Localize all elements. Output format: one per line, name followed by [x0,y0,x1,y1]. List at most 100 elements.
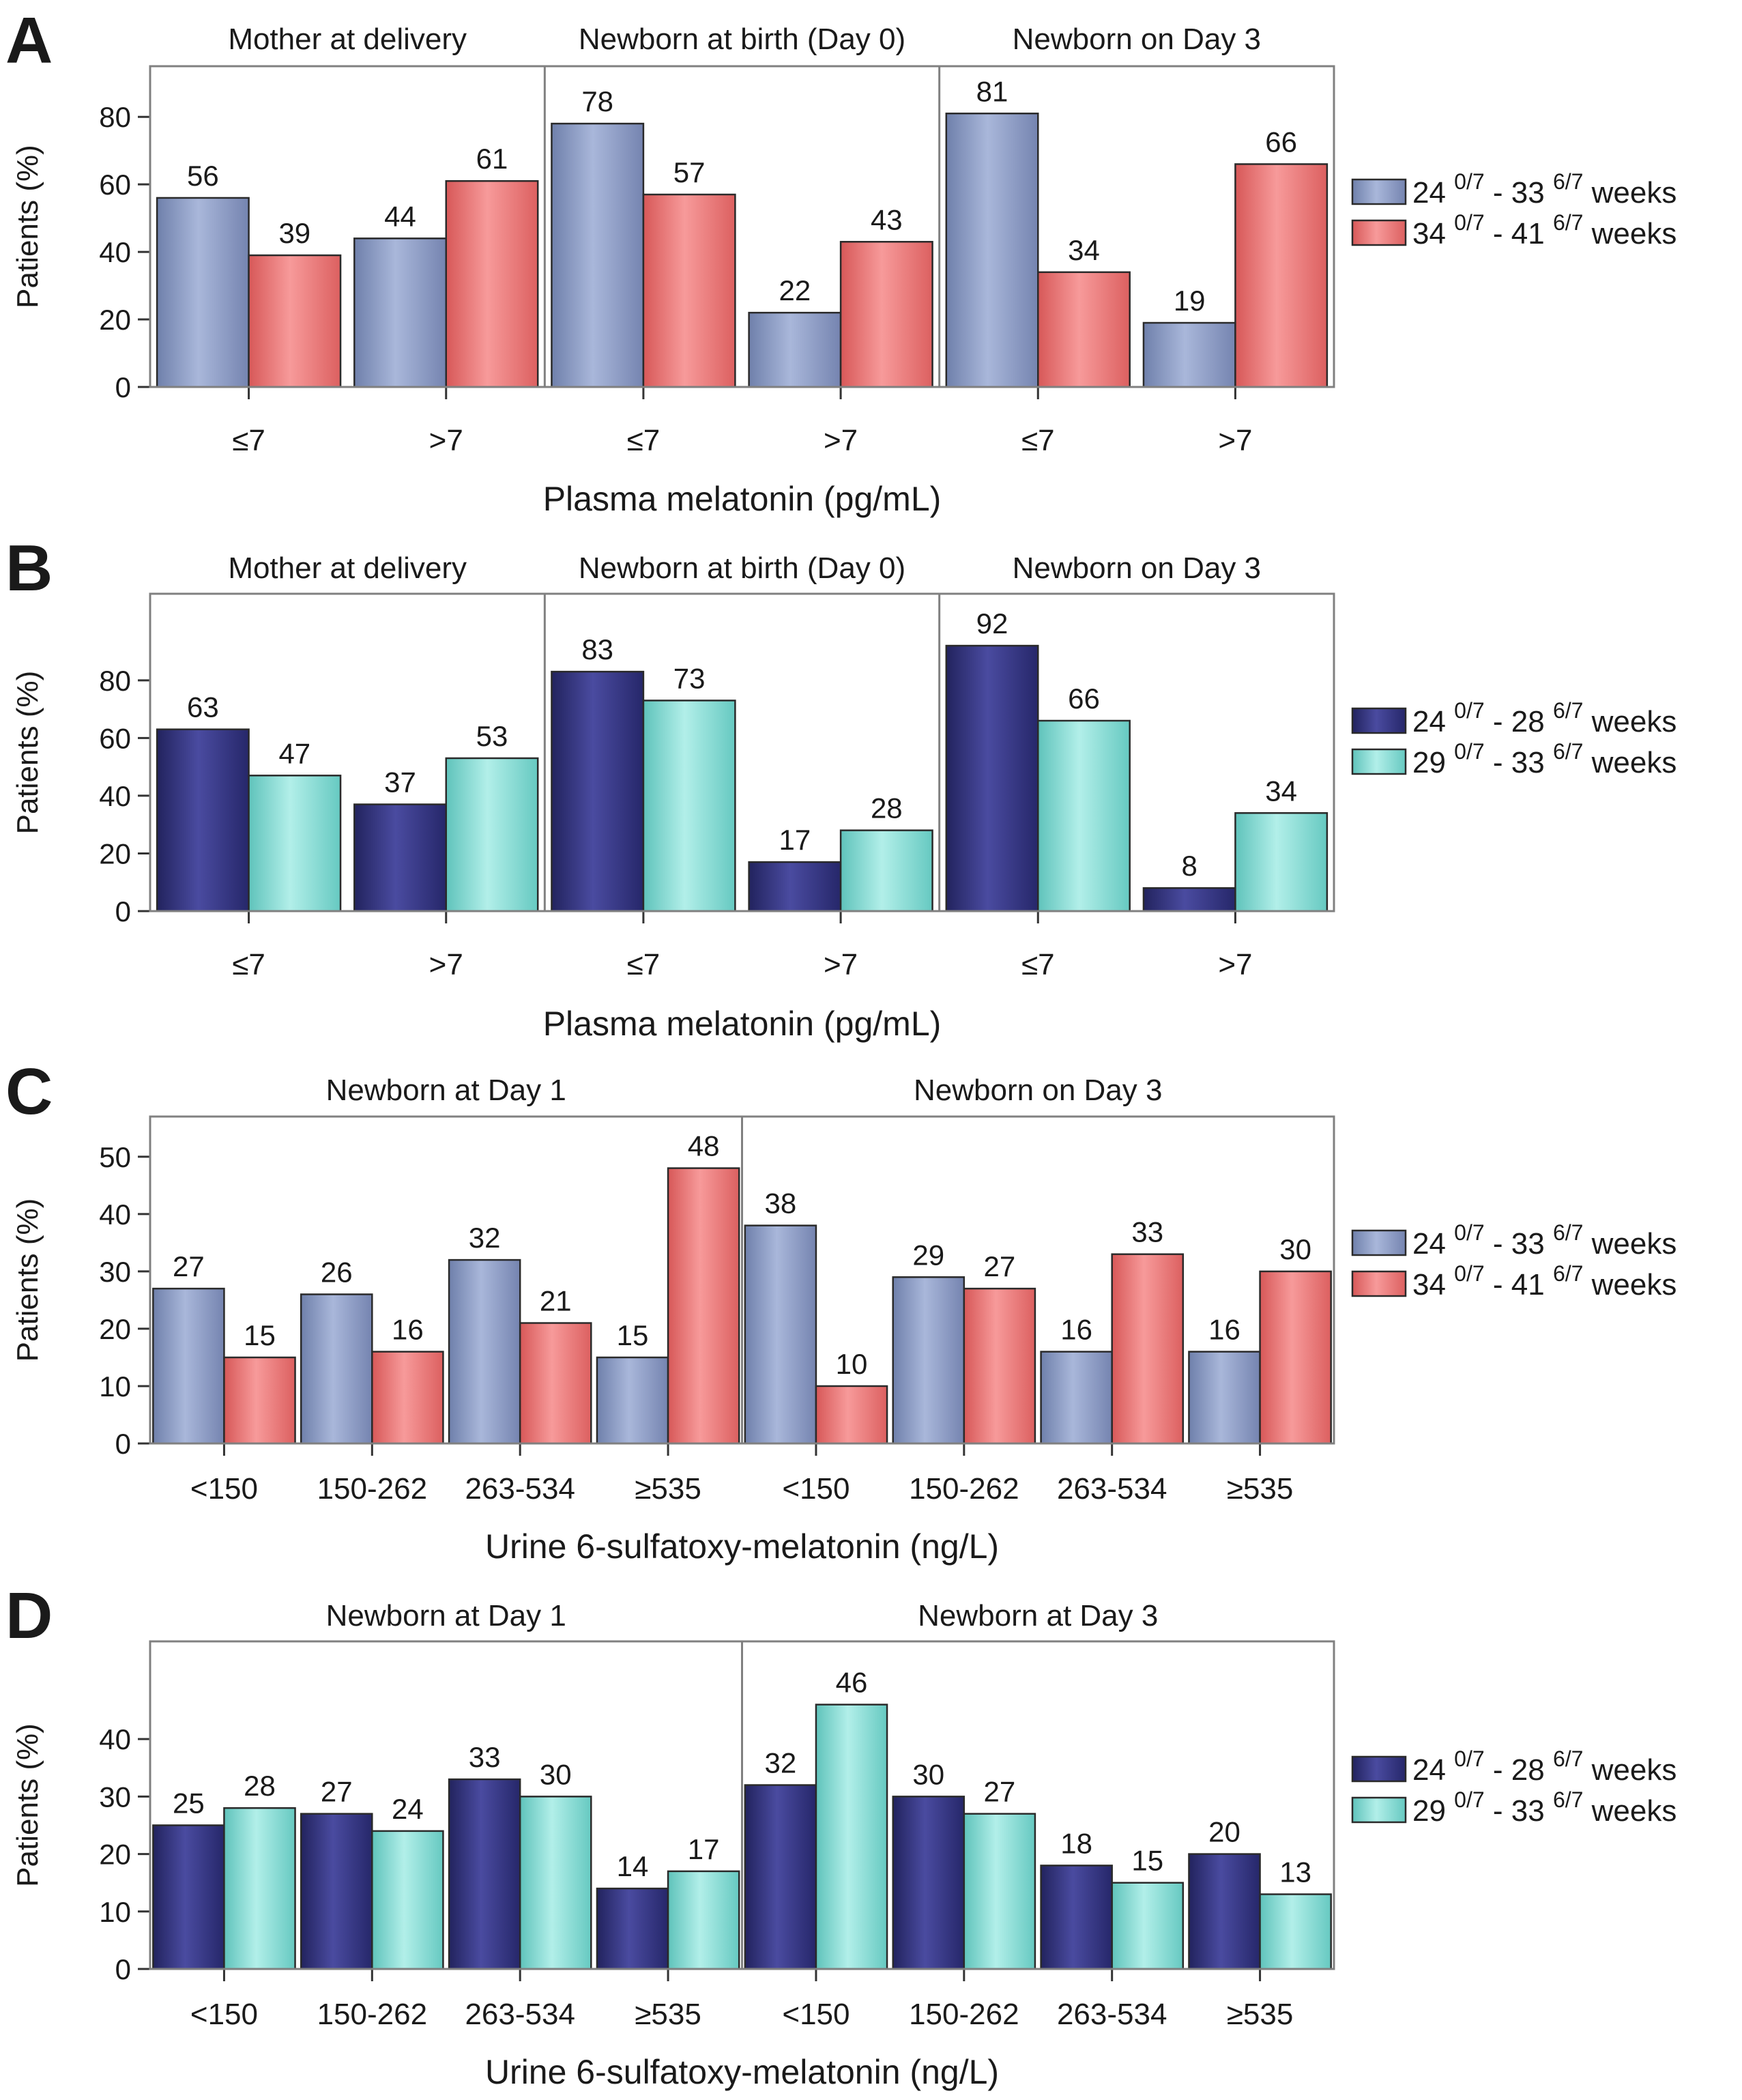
data-label: 27 [173,1250,205,1282]
facet-title: Newborn on Day 3 [1013,23,1261,56]
bar-series-1 [1188,1351,1261,1445]
x-tick-label: 150-262 [909,1998,1019,2031]
y-tick-label: 60 [99,169,131,201]
bar-series-1 [353,238,447,388]
bar-series-2 [1037,719,1131,912]
bar-series-1 [156,197,250,388]
x-tick-label: 150-262 [317,1998,427,2031]
bar-series-2 [371,1830,444,1970]
bar-series-1 [744,1224,817,1445]
bar-series-2 [667,1167,740,1445]
data-label: 20 [1208,1816,1240,1848]
bar-series-1 [300,1293,373,1445]
bar-series-1 [448,1258,521,1445]
bar-series-1 [353,803,447,912]
x-tick-label: ≥535 [1227,1472,1294,1506]
x-tick-label: ≥535 [635,1472,701,1506]
data-label: 21 [540,1285,572,1317]
facet-title: Newborn at Day 1 [326,1074,566,1107]
x-tick-label: 263-534 [465,1998,575,2031]
data-label: 81 [976,75,1008,107]
y-tick-label: 20 [99,1313,131,1345]
y-tick-label: 10 [99,1896,131,1928]
data-label: 30 [1279,1233,1311,1265]
facet-1: Mother at delivery ≤7 63 47 >7 37 53 [156,551,539,981]
plot-frame [149,592,1335,912]
bar-series-1 [945,644,1039,912]
y-tick-label: 20 [99,837,131,869]
x-tick-label: ≤7 [627,948,660,981]
data-label: 53 [476,720,508,752]
bar-series-2 [248,775,342,912]
data-label: 32 [765,1747,797,1779]
data-label: 46 [836,1667,868,1699]
x-tick-label: >7 [1218,948,1252,981]
data-label: 28 [871,792,903,824]
bar-series-2 [519,1322,592,1445]
y-tick-label: 0 [115,895,131,927]
y-axis-title: Patients (%) [11,1723,44,1887]
data-label: 27 [984,1776,1016,1808]
data-label: 8 [1182,850,1197,882]
facet-title: Newborn at Day 1 [326,1599,566,1632]
data-label: 19 [1174,285,1206,317]
panel-D: D Patients (%) 0 10 20 30 40 Urine 6-sulfatoxy-… [5,1579,1676,2091]
data-label: 22 [779,274,811,306]
legend-swatch [1351,707,1407,734]
x-tick-label: <150 [782,1998,850,2031]
y-tick-label: 40 [99,1198,131,1231]
data-label: 73 [673,662,706,694]
y-tick-label: 0 [115,1953,131,1985]
facet-1: Newborn at Day 1 <150 25 28 150-262 27 24 263-5… [152,1599,740,2031]
data-label: 29 [912,1239,944,1271]
plot-frame [149,1115,1335,1445]
data-label: 26 [321,1256,353,1289]
x-tick-label: ≥535 [1227,1998,1294,2031]
y-tick-label: 0 [115,1428,131,1460]
panel-letter: C [5,1055,53,1128]
legend-swatch [1351,178,1407,205]
bar-series-1 [596,1887,669,1970]
bar-series-2 [642,193,736,388]
bar-series-1 [448,1778,521,1970]
bar-series-2 [371,1351,444,1445]
facet-title: Newborn at Day 3 [918,1599,1158,1632]
legend-swatch [1351,1796,1407,1824]
facet-title: Newborn on Day 3 [914,1074,1162,1107]
facet-2: Newborn at birth (Day 0) ≤7 78 57 >7 22 43 [551,23,933,457]
data-label: 25 [173,1787,205,1819]
plot-frame [149,1640,1335,1970]
x-tick-label: 150-262 [909,1472,1019,1506]
data-label: 30 [540,1758,572,1790]
panel-letter: D [5,1579,53,1652]
bar-series-1 [152,1824,225,1970]
bar-series-2 [445,757,539,912]
data-label: 33 [469,1741,501,1773]
data-label: 78 [581,85,613,117]
data-label: 32 [469,1222,501,1254]
y-tick-label: 60 [99,722,131,754]
bar-series-1 [156,728,250,912]
bar-series-2 [839,241,933,388]
bar-series-1 [945,113,1039,388]
facet-title: Newborn at birth (Day 0) [579,23,905,56]
data-label: 66 [1068,682,1100,715]
y-tick-label: 20 [99,1839,131,1871]
y-tick-label: 80 [99,101,131,133]
legend-entry: 24 0/7 - 28 6/7 weeks [1412,698,1676,738]
y-tick-label: 40 [99,780,131,812]
data-label: 15 [1131,1845,1163,1877]
bar-series-1 [748,861,842,912]
data-label: 14 [617,1850,649,1882]
legend-entry: 24 0/7 - 28 6/7 weeks [1412,1746,1676,1787]
data-label: 27 [984,1250,1016,1282]
y-tick-label: 30 [99,1781,131,1813]
y-tick-label: 50 [99,1141,131,1173]
data-label: 27 [321,1776,353,1808]
facet-3: Newborn on Day 3 ≤7 81 34 >7 19 66 [945,23,1329,457]
data-label: 16 [1208,1314,1240,1346]
facet-title: Newborn at birth (Day 0) [579,551,905,585]
bar-series-1 [1142,887,1236,912]
legend-swatch [1351,1229,1407,1256]
